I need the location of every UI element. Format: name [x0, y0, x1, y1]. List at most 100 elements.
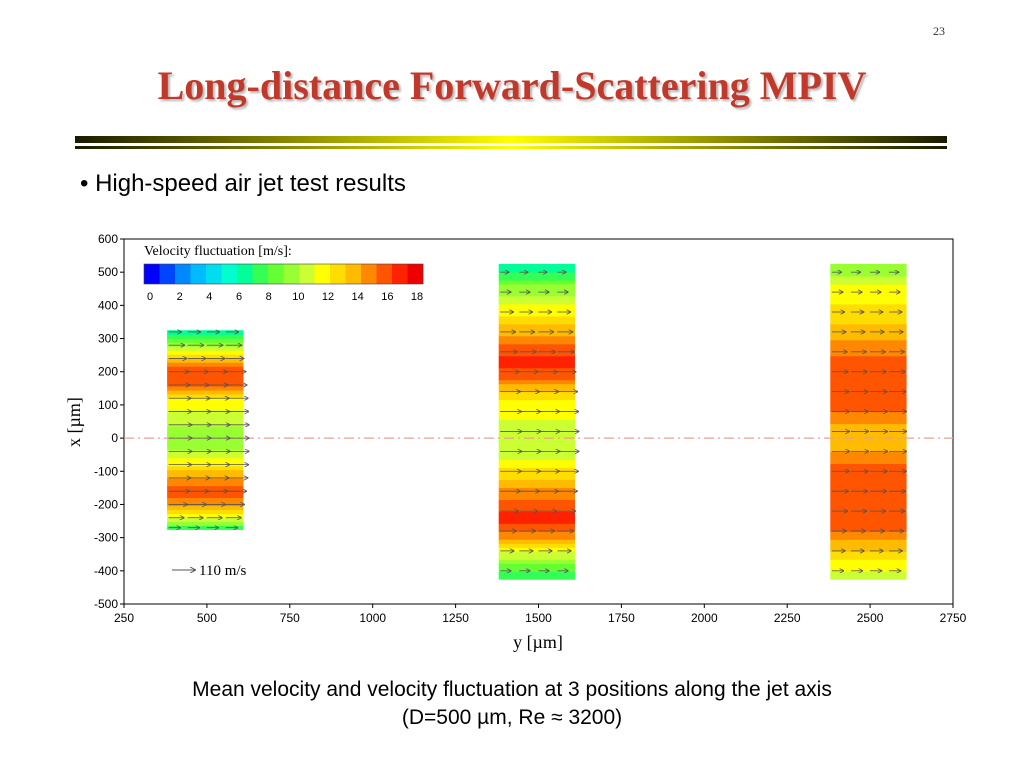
- field-cell: [830, 403, 907, 409]
- field-cell: [830, 519, 907, 524]
- field-cell: [498, 455, 575, 461]
- field-cell: [498, 375, 575, 381]
- field-cell: [498, 275, 575, 281]
- colorbar-swatch: [252, 264, 269, 284]
- field-cell: [830, 395, 907, 401]
- field-cell: [830, 507, 907, 512]
- field-cell: [498, 567, 575, 572]
- field-cell: [830, 423, 907, 429]
- x-tick-label: 2500: [857, 611, 884, 625]
- field-cell: [830, 543, 907, 548]
- field-cell: [167, 385, 244, 391]
- y-tick-label: 0: [111, 431, 118, 445]
- field-cell: [167, 457, 244, 463]
- field-cell: [830, 483, 907, 488]
- field-cell: [167, 429, 244, 435]
- field-cell: [498, 359, 575, 365]
- field-cell: [830, 535, 907, 540]
- field-cell: [498, 335, 575, 341]
- x-axis-label: y [µm]: [513, 632, 563, 652]
- field-cell: [830, 495, 907, 500]
- field-cell: [498, 283, 575, 289]
- x-tick-label: 1000: [359, 611, 386, 625]
- colorbar-tick-label: 10: [292, 291, 304, 303]
- field-cell: [498, 263, 575, 269]
- field-cell: [830, 371, 907, 377]
- field-cell: [498, 423, 575, 429]
- colorbar-tick-label: 2: [177, 291, 183, 303]
- field-cell: [498, 527, 575, 532]
- field-cell: [167, 517, 244, 522]
- field-cell: [830, 439, 907, 445]
- colorbar-swatch: [144, 264, 160, 284]
- field-cell: [167, 409, 244, 415]
- y-tick-label: 100: [98, 398, 118, 412]
- field-cell: [167, 421, 244, 427]
- field-cell: [498, 395, 575, 401]
- field-cell: [167, 465, 244, 471]
- field-cell: [830, 555, 907, 560]
- colorbar-swatch: [206, 264, 222, 284]
- colorbar-tick-label: 4: [206, 291, 212, 303]
- field-cell: [498, 307, 575, 313]
- field-cell: [498, 339, 575, 345]
- field-cell: [498, 491, 575, 496]
- region-2: [498, 263, 575, 580]
- field-cell: [830, 375, 907, 381]
- colorbar-swatch: [268, 264, 284, 284]
- slide-title: Long-distance Forward-Scattering MPIV: [157, 63, 867, 108]
- field-cell: [498, 391, 575, 397]
- field-cell: [498, 431, 575, 437]
- field-cell: [167, 374, 244, 379]
- field-cell: [498, 403, 575, 409]
- x-tick-label: 2000: [691, 611, 718, 625]
- field-cell: [830, 271, 907, 277]
- y-tick-label: -500: [94, 597, 118, 611]
- field-cell: [498, 463, 575, 468]
- field-cell: [167, 437, 244, 443]
- field-cell: [498, 519, 575, 524]
- colorbar: 0 2 4 6 8 10 12 14 16 18: [143, 263, 424, 303]
- colorbar-swatch: [361, 264, 377, 284]
- field-cell: [167, 397, 244, 403]
- field-cell: [830, 479, 907, 484]
- x-tick-label: 750: [280, 611, 300, 625]
- field-cell: [830, 451, 907, 457]
- field-cell: [167, 489, 244, 495]
- field-cell: [167, 441, 244, 447]
- field-cell: [830, 267, 907, 273]
- colorbar-swatch: [330, 264, 346, 284]
- field-cell: [167, 477, 244, 483]
- field-cell: [830, 523, 907, 528]
- field-cell: [498, 555, 575, 560]
- field-cell: [498, 571, 575, 576]
- field-cell: [830, 551, 907, 556]
- field-cell: [498, 479, 575, 484]
- x-tick-label: 2750: [940, 611, 967, 625]
- colorbar-tick-label: 14: [352, 291, 364, 303]
- field-cell: [498, 355, 575, 361]
- velocity-chart: 6005004003002001000-100-200-300-400-500 …: [64, 232, 967, 652]
- field-cell: [498, 379, 575, 385]
- field-cell: [830, 347, 907, 353]
- field-cell: [498, 511, 575, 516]
- field-cell: [167, 382, 244, 387]
- colorbar-tick-label: 16: [381, 291, 393, 303]
- field-cell: [830, 327, 907, 333]
- field-cell: [830, 351, 907, 357]
- field-cell: [830, 363, 907, 369]
- field-cell: [167, 354, 244, 359]
- field-cell: [830, 459, 907, 464]
- region-1: [167, 330, 244, 530]
- field-cell: [498, 475, 575, 480]
- colorbar-swatch: [190, 264, 207, 284]
- field-cell: [498, 327, 575, 333]
- field-cell: [830, 503, 907, 508]
- field-cell: [167, 445, 244, 451]
- colorbar-tick-label: 6: [236, 291, 242, 303]
- field-cell: [830, 455, 907, 461]
- caption-line-2: (D=500 µm, Re ≈ 3200): [401, 706, 623, 729]
- y-tick-label: 400: [98, 298, 118, 312]
- field-cell: [498, 383, 575, 389]
- field-cell: [498, 279, 575, 285]
